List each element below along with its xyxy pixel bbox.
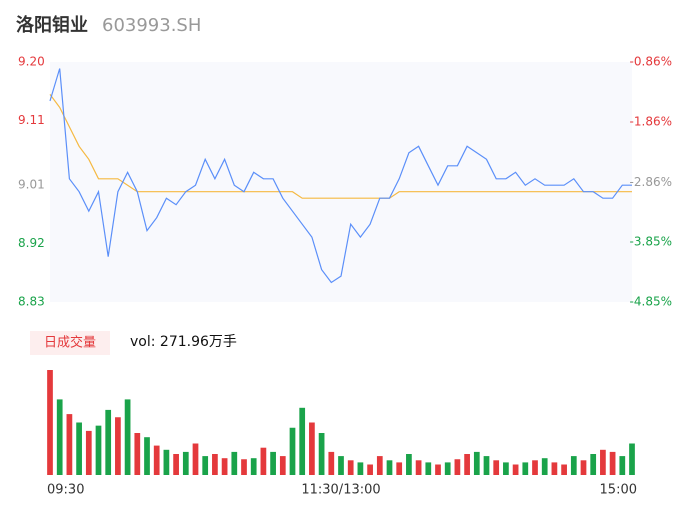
- volume-bar: [473, 451, 480, 475]
- volume-bar: [163, 449, 170, 475]
- stock-name: 洛阳钼业: [16, 14, 88, 36]
- volume-bar: [124, 399, 131, 475]
- volume-bar: [454, 459, 461, 475]
- volume-bar: [192, 443, 199, 475]
- volume-bar: [396, 462, 403, 475]
- volume-bar: [376, 456, 383, 475]
- volume-bar: [541, 458, 548, 475]
- volume-bar: [212, 454, 218, 475]
- volume-bar: [309, 422, 315, 475]
- volume-bar: [279, 456, 286, 475]
- volume-bar: [289, 427, 296, 475]
- volume-bar: [318, 433, 325, 475]
- volume-bar: [173, 454, 179, 475]
- volume-bar: [561, 464, 567, 475]
- volume-bar: [522, 462, 529, 475]
- volume-title: 日成交量: [44, 335, 96, 351]
- volume-bar: [425, 462, 432, 475]
- volume-bar: [570, 456, 577, 475]
- price-line: [49, 68, 632, 284]
- volume-bar: [415, 460, 422, 475]
- volume-bar: [512, 464, 519, 475]
- volume-bar: [532, 460, 538, 475]
- volume-bar: [153, 445, 160, 475]
- y2-tick-label: -4.85%: [630, 295, 672, 309]
- y-tick-label: 9.11: [18, 113, 45, 127]
- volume-bar: [328, 451, 335, 475]
- y-tick-label: 9.01: [18, 178, 45, 192]
- volume-bar: [241, 459, 247, 475]
- y2-tick-label: -1.86%: [630, 115, 672, 129]
- volume-bar: [144, 437, 150, 475]
- volume-bar: [134, 433, 141, 475]
- volume-bar: [444, 462, 451, 475]
- volume-bar: [105, 409, 112, 475]
- volume-bar: [406, 454, 412, 475]
- stock-code: 603993.SH: [102, 15, 201, 36]
- plot-area: [50, 62, 632, 302]
- y2-tick-label: -2.86%: [630, 175, 672, 189]
- y-tick-label: 8.83: [18, 295, 45, 309]
- volume-bar: [600, 449, 606, 475]
- volume-bar: [386, 460, 393, 475]
- y2-tick-label: -0.86%: [630, 55, 672, 69]
- volume-bar: [115, 417, 121, 475]
- y-tick-label: 9.20: [18, 55, 45, 69]
- y2-tick-label: -3.85%: [630, 234, 672, 248]
- volume-bar: [66, 414, 73, 475]
- volume-bar: [202, 456, 209, 475]
- volume-bar: [609, 451, 616, 475]
- volume-annotation: vol: 271.96万手: [130, 334, 237, 350]
- volume-bar: [56, 399, 63, 475]
- volume-bar: [590, 454, 597, 475]
- volume-bar: [260, 447, 267, 475]
- volume-bar: [221, 458, 228, 475]
- volume-bar: [347, 460, 354, 475]
- volume-bar: [250, 458, 257, 475]
- volume-bar: [338, 456, 344, 475]
- volume-bar: [182, 451, 189, 475]
- volume-bar: [580, 460, 587, 475]
- x-tick-label: 15:00: [600, 483, 637, 498]
- y-tick-label: 8.92: [18, 236, 45, 250]
- average-line: [49, 94, 632, 199]
- volume-bar: [95, 425, 102, 475]
- volume-bar: [464, 454, 470, 475]
- volume-bar: [619, 456, 626, 475]
- volume-bar: [85, 430, 92, 475]
- volume-bar: [493, 460, 500, 475]
- volume-bar: [76, 422, 82, 475]
- volume-bar: [629, 443, 635, 475]
- volume-tab: [30, 331, 110, 355]
- volume-bar: [367, 464, 373, 475]
- volume-bar: [503, 462, 509, 475]
- volume-bar: [483, 456, 490, 475]
- volume-bar: [357, 462, 364, 475]
- x-tick-label: 11:30/13:00: [301, 483, 380, 498]
- volume-bar: [551, 462, 558, 475]
- volume-bar: [435, 464, 441, 475]
- volume-bar: [231, 451, 238, 475]
- x-tick-label: 09:30: [47, 483, 84, 498]
- volume-bar: [47, 370, 53, 475]
- volume-bar: [299, 407, 306, 475]
- volume-bar: [270, 451, 276, 475]
